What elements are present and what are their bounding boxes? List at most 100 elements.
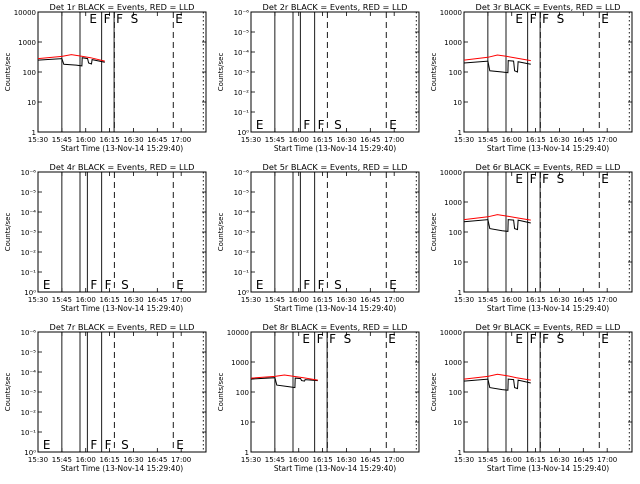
y-tick-label: 10 [453, 259, 462, 267]
y-axis-label: Counts/sec [4, 373, 12, 412]
event-marker-label: E [176, 278, 184, 292]
y-tick-label: 10⁻³ [21, 389, 37, 397]
detector-panel: Det 2r BLACK = Events, RED = LLD 10⁰ 10⁻¹ 1… [217, 2, 420, 153]
x-tick-label: 15:45 [478, 456, 498, 464]
event-marker-label: S [334, 118, 342, 132]
x-tick-label: 15:45 [265, 456, 285, 464]
event-marker-label: S [121, 278, 129, 292]
y-tick-label: 10 [453, 99, 462, 107]
events-series-line [463, 219, 531, 232]
event-marker-label: F [90, 278, 97, 292]
x-tick-label: 16:15 [312, 296, 332, 304]
x-axis-label: Start Time (13-Nov-14 15:29:40) [487, 464, 609, 473]
x-axis-label: Start Time (13-Nov-14 15:29:40) [274, 304, 396, 313]
event-marker-label: F [105, 438, 112, 452]
x-tick-label: 16:45 [147, 136, 167, 144]
x-tick-label: 16:30 [336, 136, 356, 144]
y-tick-label: 1000 [444, 359, 462, 367]
event-marker-label: E [302, 332, 310, 346]
y-tick-label: 1 [458, 129, 462, 137]
detector-panel: Det 9r BLACK = Events, RED = LLD 1 10 100 10… [430, 322, 633, 473]
y-tick-label: 10⁻¹ [234, 269, 250, 277]
y-tick-label: 10⁻⁴ [21, 369, 37, 377]
x-tick-label: 15:30 [28, 296, 48, 304]
y-axis-label: Counts/sec [217, 53, 225, 92]
y-tick-label: 100 [449, 69, 462, 77]
events-series-line [463, 60, 531, 74]
plot-frame [37, 171, 207, 293]
x-tick-label: 16:30 [549, 296, 569, 304]
lld-series-line [250, 374, 318, 381]
y-tick-label: 10⁻⁵ [234, 29, 250, 37]
y-tick-label: 10⁻⁶ [234, 9, 250, 17]
y-tick-label: 10⁻³ [234, 69, 250, 77]
event-marker-label: S [334, 278, 342, 292]
event-marker-label: E [601, 12, 609, 26]
y-tick-label: 10⁻⁴ [234, 49, 250, 57]
x-tick-label: 16:45 [147, 456, 167, 464]
y-tick-label: 10 [240, 419, 249, 427]
y-tick-label: 1000 [231, 359, 249, 367]
event-marker-label: F [90, 438, 97, 452]
y-tick-label: 1 [458, 289, 462, 297]
lld-series-line [463, 54, 531, 62]
x-tick-label: 15:45 [478, 136, 498, 144]
x-tick-label: 16:00 [289, 296, 309, 304]
event-marker-label: F [104, 12, 111, 26]
x-axis-label: Start Time (13-Nov-14 15:29:40) [61, 464, 183, 473]
y-axis-label: Counts/sec [4, 213, 12, 252]
detector-panel: Det 7r BLACK = Events, RED = LLD 10⁰ 10⁻¹ 1… [4, 322, 207, 473]
x-axis-label: Start Time (13-Nov-14 15:29:40) [487, 144, 609, 153]
plot-frame [463, 331, 633, 453]
x-tick-label: 16:00 [76, 456, 96, 464]
y-tick-label: 10⁻⁴ [234, 209, 250, 217]
x-axis-label: Start Time (13-Nov-14 15:29:40) [487, 304, 609, 313]
events-series-line [37, 57, 105, 67]
event-marker-label: E [515, 12, 523, 26]
x-tick-label: 16:15 [312, 136, 332, 144]
event-marker-label: F [303, 278, 310, 292]
y-tick-label: 1000 [444, 199, 462, 207]
x-tick-label: 17:00 [597, 456, 617, 464]
y-tick-label: 10⁰ [24, 289, 36, 297]
x-tick-label: 15:30 [454, 296, 474, 304]
detector-panel: Det 3r BLACK = Events, RED = LLD 1 10 100 10… [430, 2, 633, 153]
x-axis-label: Start Time (13-Nov-14 15:29:40) [61, 304, 183, 313]
x-tick-label: 16:45 [573, 456, 593, 464]
x-tick-label: 15:30 [28, 136, 48, 144]
y-tick-label: 1000 [444, 39, 462, 47]
plot-frame [250, 11, 420, 133]
x-tick-label: 16:45 [573, 136, 593, 144]
y-tick-label: 10⁻³ [234, 229, 250, 237]
y-tick-label: 10⁻¹ [234, 109, 250, 117]
y-tick-label: 100 [449, 229, 462, 237]
x-tick-label: 15:30 [241, 456, 261, 464]
x-tick-label: 16:00 [502, 456, 522, 464]
event-marker-label: F [530, 332, 537, 346]
event-marker-label: F [116, 12, 123, 26]
x-tick-label: 16:00 [76, 296, 96, 304]
panel-title: Det 2r BLACK = Events, RED = LLD [263, 2, 408, 12]
event-marker-label: E [515, 172, 523, 186]
x-tick-label: 17:00 [384, 456, 404, 464]
y-tick-label: 10⁻⁶ [21, 329, 37, 337]
event-marker-label: F [317, 332, 324, 346]
event-marker-label: E [43, 278, 51, 292]
y-axis-label: Counts/sec [217, 213, 225, 252]
x-tick-label: 16:30 [549, 136, 569, 144]
lld-series-line [463, 214, 531, 221]
panel-title: Det 1r BLACK = Events, RED = LLD [50, 2, 195, 12]
event-marker-label: S [121, 438, 129, 452]
y-tick-label: 100 [236, 389, 249, 397]
y-tick-label: 10000 [440, 9, 462, 17]
x-tick-label: 16:00 [502, 136, 522, 144]
event-marker-label: E [175, 12, 183, 26]
x-tick-label: 16:45 [360, 136, 380, 144]
y-tick-label: 10 [453, 419, 462, 427]
x-tick-label: 16:00 [76, 136, 96, 144]
event-marker-label: F [303, 118, 310, 132]
y-tick-label: 10000 [440, 329, 462, 337]
x-tick-label: 15:30 [454, 456, 474, 464]
event-marker-label: E [601, 172, 609, 186]
